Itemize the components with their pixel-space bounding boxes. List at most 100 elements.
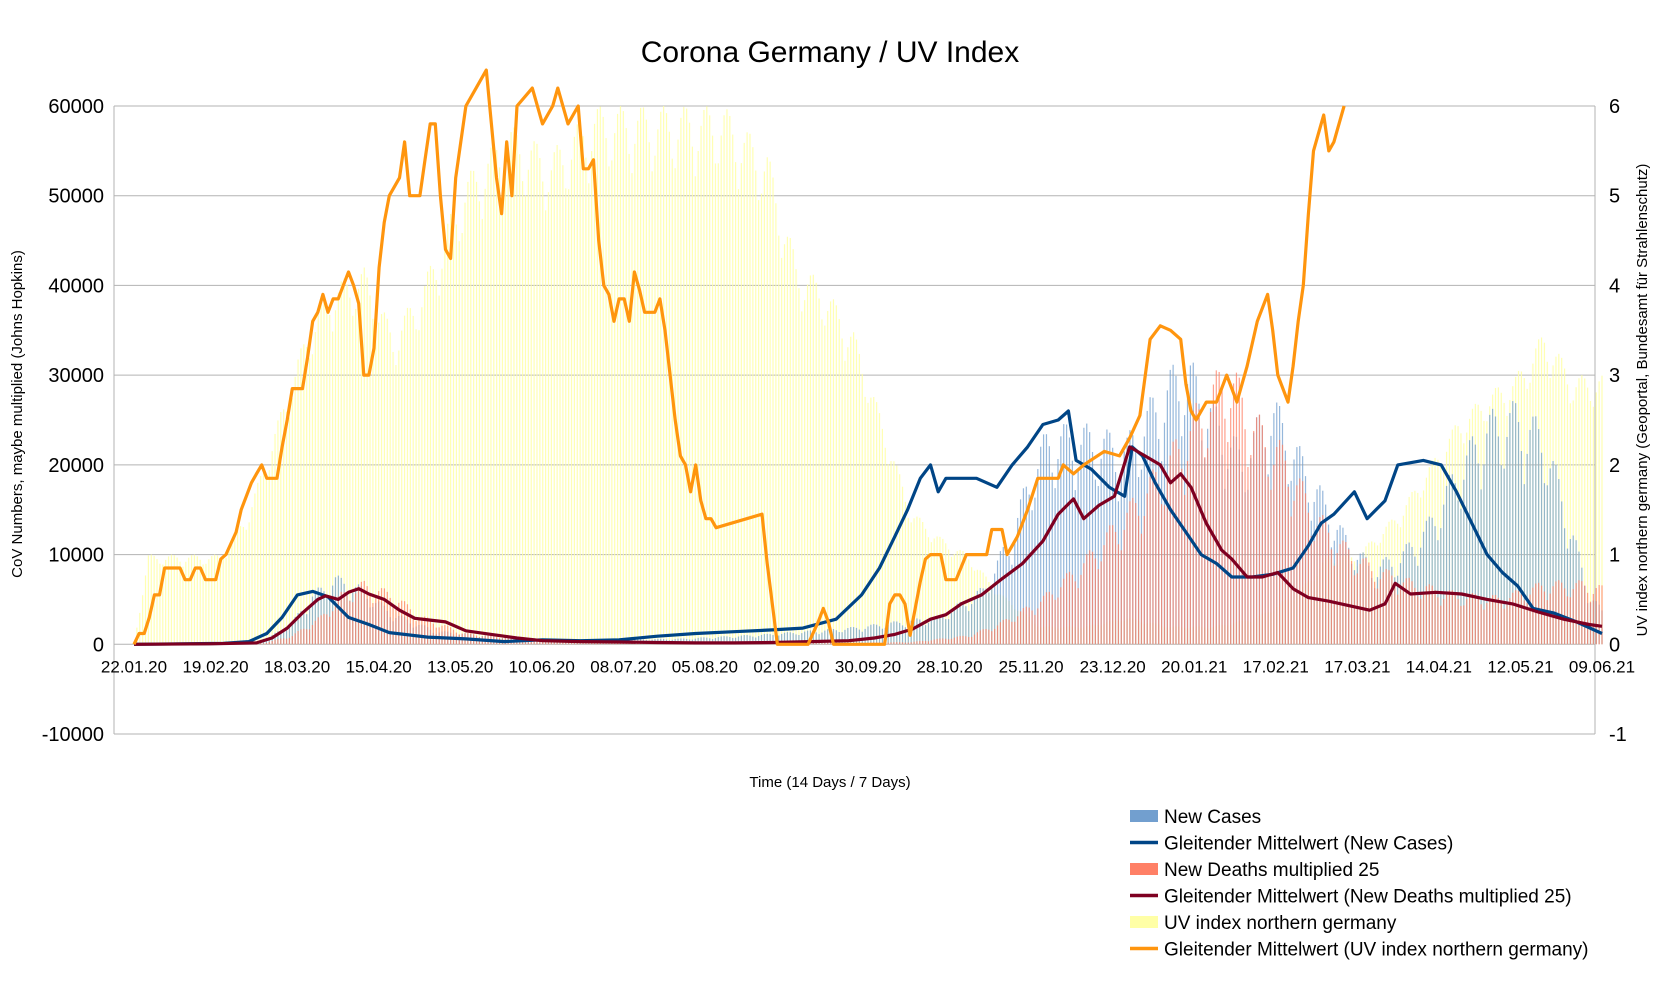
bar xyxy=(1587,592,1589,645)
bar xyxy=(832,629,835,645)
bar xyxy=(942,538,944,645)
bar xyxy=(700,637,702,645)
bar xyxy=(1474,594,1476,645)
bar xyxy=(700,125,702,645)
bar xyxy=(1445,593,1448,645)
bar xyxy=(732,134,734,645)
bar xyxy=(1221,389,1223,645)
bar xyxy=(786,632,789,645)
bar xyxy=(1143,516,1145,645)
bar xyxy=(444,625,446,645)
bar xyxy=(976,590,978,645)
bar xyxy=(919,640,921,645)
bar xyxy=(755,170,757,645)
bar xyxy=(1589,400,1592,645)
x-tick-label: 28.10.20 xyxy=(916,657,982,676)
bar xyxy=(493,142,495,645)
bar xyxy=(1074,490,1076,645)
bar xyxy=(205,563,207,645)
y-tick-label: 60000 xyxy=(48,96,104,118)
bar xyxy=(427,271,429,645)
bar xyxy=(1051,594,1053,645)
bar xyxy=(314,590,316,645)
bar xyxy=(409,308,411,645)
bar xyxy=(818,298,820,645)
bar xyxy=(962,602,964,645)
y2-tick-label: 2 xyxy=(1609,455,1620,477)
bar xyxy=(1379,579,1381,645)
bar xyxy=(1089,550,1091,645)
bar xyxy=(1483,464,1485,645)
bar xyxy=(1397,594,1399,645)
bar xyxy=(167,556,170,645)
bar xyxy=(1526,453,1528,645)
bar xyxy=(999,551,1002,645)
bar xyxy=(176,557,178,645)
bar xyxy=(1457,599,1459,645)
bar xyxy=(1103,438,1105,645)
y-tick-label: 10000 xyxy=(48,545,104,567)
x-tick-label: 05.08.20 xyxy=(672,657,738,676)
y2-tick-label: 6 xyxy=(1609,96,1620,118)
bar xyxy=(326,303,328,645)
bar xyxy=(1411,581,1413,645)
bar xyxy=(789,632,791,645)
bar xyxy=(585,157,587,645)
bar xyxy=(1520,451,1523,645)
x-axis-ticks: 22.01.20 19.02.20 18.03.20 15.04.20 13.05.20… xyxy=(101,657,1635,676)
bar xyxy=(878,626,881,645)
bar xyxy=(458,241,460,645)
bar xyxy=(832,299,835,645)
bar xyxy=(274,433,276,645)
bar xyxy=(498,167,501,645)
bar xyxy=(1339,544,1341,645)
bar xyxy=(812,631,814,645)
bar xyxy=(1563,368,1566,645)
bar xyxy=(360,274,362,645)
bar xyxy=(320,302,322,645)
bar xyxy=(853,627,855,645)
bar xyxy=(438,295,440,645)
bar xyxy=(291,622,293,645)
bar xyxy=(1523,600,1525,645)
bar xyxy=(1241,397,1243,645)
bar xyxy=(297,612,299,645)
bar xyxy=(294,633,296,645)
bar-series xyxy=(136,106,1603,645)
bar xyxy=(542,181,544,645)
bar xyxy=(484,188,486,645)
bar xyxy=(268,642,270,645)
bar xyxy=(1281,444,1284,645)
bar xyxy=(904,642,907,645)
legend: New Cases Gleitender Mittelwert (New Case… xyxy=(1130,807,1589,961)
bar xyxy=(1276,447,1278,645)
bar xyxy=(853,332,855,645)
bar xyxy=(245,529,247,645)
bar xyxy=(283,638,285,645)
bar xyxy=(257,482,259,645)
bar xyxy=(1483,609,1485,645)
bar xyxy=(162,564,164,645)
bar xyxy=(1005,619,1007,645)
bar xyxy=(450,213,452,645)
bar xyxy=(1068,571,1071,645)
bar xyxy=(1425,586,1428,645)
bar xyxy=(1100,561,1102,645)
bar xyxy=(896,642,898,645)
bar xyxy=(1227,442,1229,645)
bar xyxy=(1063,578,1065,645)
bar xyxy=(262,643,265,645)
bar xyxy=(1014,621,1016,645)
bar xyxy=(1523,484,1525,645)
bar xyxy=(1578,378,1580,645)
bar xyxy=(424,616,426,645)
bar xyxy=(398,350,400,645)
bar xyxy=(1135,503,1137,645)
bar xyxy=(173,555,175,645)
bar xyxy=(901,625,904,645)
bar xyxy=(930,640,932,645)
bar xyxy=(553,152,555,645)
bar xyxy=(1250,455,1252,645)
bar xyxy=(588,183,590,645)
bar xyxy=(1071,460,1073,645)
